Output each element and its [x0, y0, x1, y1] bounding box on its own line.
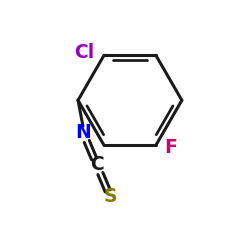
- Text: S: S: [104, 187, 117, 206]
- Text: F: F: [164, 138, 177, 157]
- Text: N: N: [75, 123, 91, 142]
- Text: Cl: Cl: [74, 43, 94, 62]
- Text: C: C: [90, 155, 104, 174]
